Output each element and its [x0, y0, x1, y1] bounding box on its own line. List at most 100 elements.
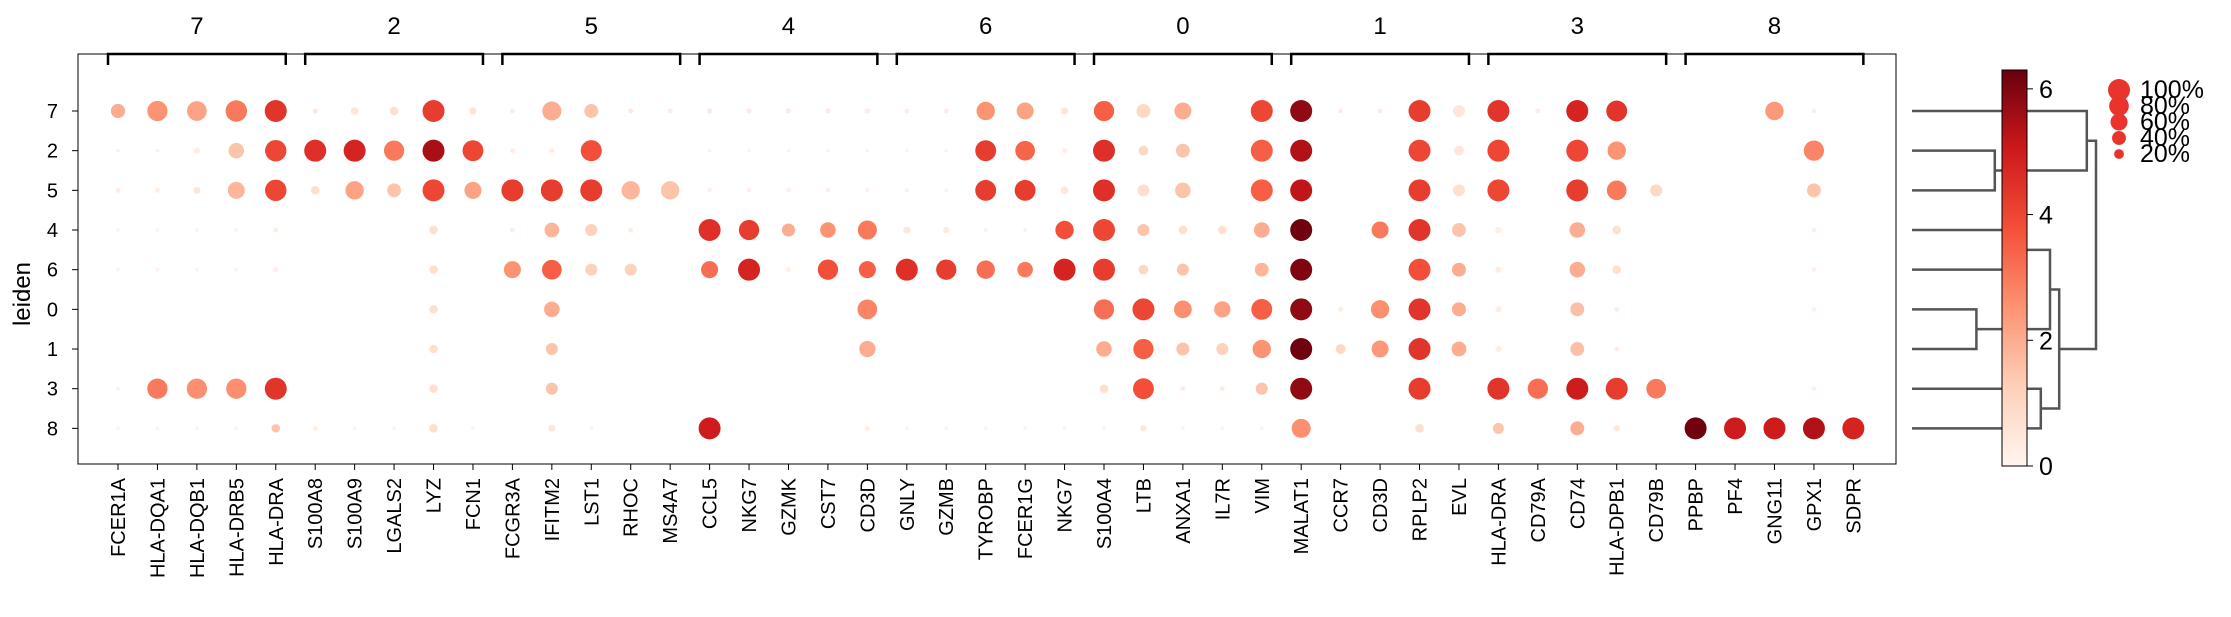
dot-6-LYZ [429, 265, 438, 274]
dot-6-GPX1 [1811, 267, 1817, 273]
group-bracket [106, 52, 288, 65]
dot-2-EVL [1454, 145, 1464, 156]
dot-8-RPLP2 [1415, 424, 1424, 433]
dot-1-MALAT1 [1290, 338, 1313, 361]
dot-5-MS4A7 [660, 181, 680, 200]
dot-1-HLA-DRA [1495, 345, 1502, 353]
dot-5-ANXA1 [1175, 182, 1191, 199]
dot-8-S100A4 [1102, 426, 1106, 431]
dot-5-FCGR3A [501, 179, 524, 202]
dot-8-CD74 [1570, 421, 1585, 436]
dot-7-GNG11 [1765, 101, 1784, 121]
group-label: 5 [585, 13, 598, 40]
dot-2-CD3D [865, 148, 870, 153]
dot-6-S100A4 [1093, 258, 1115, 281]
dot-3-HLA-DPB1 [1605, 377, 1628, 400]
dot-4-S100A4 [1093, 219, 1115, 242]
dot-2-RPLP2 [1408, 139, 1431, 162]
dot-5-RPLP2 [1408, 179, 1431, 202]
dot-1-LYZ [429, 344, 438, 354]
dot-4-LTB [1137, 223, 1150, 237]
dot-4-MALAT1 [1290, 219, 1313, 242]
dot-2-HLA-DPB1 [1607, 141, 1626, 160]
dot-8-HLA-DQB1 [194, 426, 199, 431]
dot-3-GPX1 [1811, 386, 1817, 392]
gene-label: HLA-DPB1 [1607, 478, 1629, 576]
dot-7-RPLP2 [1408, 100, 1431, 122]
dot-3-FCER1A [116, 386, 120, 391]
gene-label: CD3D [1370, 478, 1392, 532]
dot-7-MALAT1 [1290, 100, 1313, 122]
dot-8-LST1 [589, 426, 594, 431]
dot-3-S100A4 [1099, 384, 1109, 393]
dot-4-CCL5 [698, 219, 721, 242]
dot-5-MALAT1 [1290, 179, 1313, 202]
dot-8-CCL5 [698, 417, 721, 440]
group-bracket [1289, 52, 1471, 65]
dot-7-GPX1 [1811, 108, 1817, 114]
row-label: 5 [47, 180, 58, 202]
dot-4-FCER1G [1023, 228, 1028, 232]
dot-8-PPBP [1684, 417, 1707, 440]
group-label: 1 [1373, 13, 1386, 40]
row-label: 0 [47, 299, 58, 321]
dot-1-S100A4 [1096, 341, 1112, 357]
dot-2-S100A9 [343, 139, 366, 162]
row-label: 1 [47, 339, 58, 361]
dendrogram-link [2059, 139, 2098, 351]
dot-5-VIM [1250, 179, 1273, 202]
dot-4-TYROBP [983, 228, 988, 232]
dot-7-HLA-DRA [264, 100, 287, 122]
dot-2-FCGR3A [509, 148, 515, 154]
gene-label: GZMK [778, 477, 800, 535]
dot-0-IL7R [1214, 301, 1231, 318]
dot-8-S100A8 [312, 425, 318, 431]
gene-label: GNLY [897, 478, 919, 531]
dot-3-CD74 [1566, 377, 1589, 400]
gene-label: S100A8 [305, 478, 327, 549]
dot-6-GNLY [895, 258, 918, 281]
dot-1-EVL [1451, 341, 1467, 357]
dot-4-CST7 [820, 222, 836, 238]
group-bracket [895, 52, 1076, 65]
dot-2-NKG7 [1062, 148, 1068, 154]
row-label: 6 [47, 260, 58, 282]
dot-5-EVL [1452, 184, 1465, 197]
dot-8-TYROBP [983, 426, 988, 431]
dot-4-GZMB [943, 226, 950, 234]
dot-4-IL7R [1218, 225, 1227, 235]
dot-2-LTB [1138, 145, 1149, 156]
colorbar-tick-label: 4 [2039, 202, 2053, 230]
group-bracket [303, 52, 485, 65]
dot-7-ANXA1 [1174, 102, 1192, 120]
dot-0-CD74 [1570, 302, 1585, 317]
dot-2-HLA-DRA [265, 139, 287, 162]
dot-6-GZMK [786, 267, 791, 273]
dot-7-GZMK [785, 108, 792, 114]
dot-4-VIM [1253, 222, 1270, 238]
dot-6-FCGR3A [503, 261, 521, 279]
dot-8-GNLY [904, 426, 909, 431]
dot-5-CCL5 [707, 188, 712, 193]
dot-4-FCGR3A [509, 227, 515, 233]
dot-0-LTB [1132, 298, 1155, 321]
dot-7-GNLY [904, 108, 910, 114]
dot-2-NKG7 [747, 148, 751, 153]
dot-6-CD74 [1569, 261, 1586, 278]
dot-3-LYZ [429, 384, 438, 393]
dot-6-NKG7 [1053, 258, 1076, 281]
dot-5-CD3D [865, 188, 870, 193]
dot-5-HLA-DRB5 [227, 181, 245, 199]
dot-4-IFITM2 [544, 222, 560, 238]
dot-5-IFITM2 [540, 179, 563, 202]
dot-6-CST7 [817, 259, 839, 280]
dot-0-EVL [1452, 302, 1466, 317]
dot-4-NKG7 [1055, 220, 1074, 240]
colorbar-tick-label: 0 [2039, 453, 2053, 481]
dot-7-CCR7 [1338, 108, 1344, 114]
dot-7-FCER1G [1016, 102, 1034, 120]
dot-6-RHOC [624, 263, 637, 276]
dot-6-HLA-DRA [273, 267, 279, 273]
dot-6-CCL5 [701, 261, 719, 279]
dot-5-CST7 [825, 188, 831, 193]
